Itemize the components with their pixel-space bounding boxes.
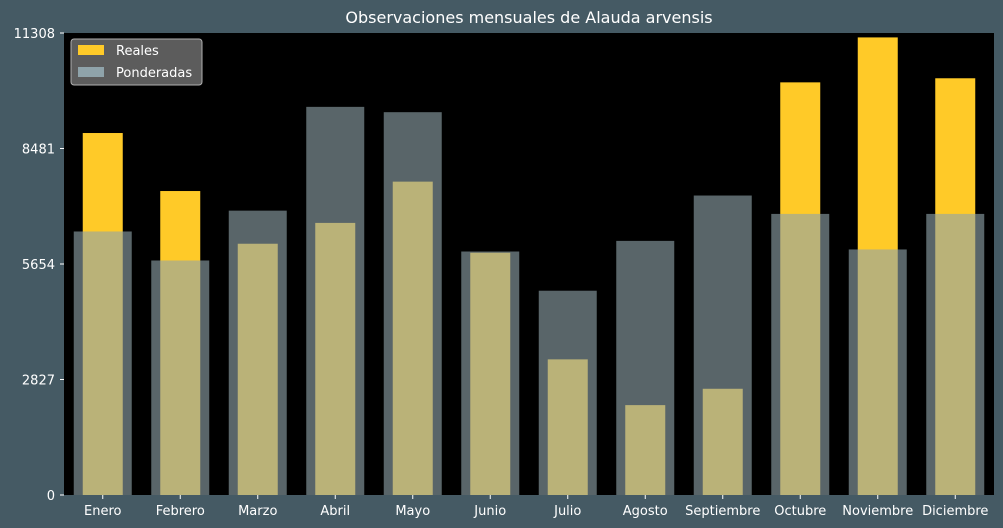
y-tick-label: 0: [47, 489, 55, 504]
x-tick-label: Julio: [553, 504, 581, 519]
x-tick-label: Mayo: [395, 504, 430, 519]
bar-ponderadas-noviembre: [848, 249, 907, 495]
bar-ponderadas-agosto: [616, 240, 675, 495]
bar-ponderadas-febrero: [151, 260, 210, 495]
plot-area: [64, 33, 994, 495]
bar-ponderadas-mayo: [383, 112, 442, 495]
x-tick-label: Diciembre: [922, 504, 988, 519]
x-tick-label: Septiembre: [685, 504, 760, 519]
x-tick-label: Junio: [473, 504, 506, 519]
x-tick-label: Febrero: [156, 504, 205, 519]
bar-ponderadas-enero: [73, 231, 132, 496]
bar-ponderadas-julio: [538, 290, 597, 495]
x-tick-label: Agosto: [623, 504, 668, 519]
legend-swatch-ponderadas: [78, 67, 104, 77]
x-tick-label: Enero: [84, 504, 122, 519]
bar-ponderadas-junio: [461, 251, 520, 495]
x-tick-label: Abril: [320, 504, 350, 519]
chart-title: Observaciones mensuales de Alauda arvens…: [345, 8, 712, 27]
legend: Reales Ponderadas: [70, 38, 203, 86]
bar-ponderadas-marzo: [228, 210, 287, 495]
y-tick-label: 5654: [22, 258, 55, 273]
bar-ponderadas-septiembre: [693, 195, 752, 495]
bar-ponderadas-octubre: [771, 213, 830, 495]
x-tick-label: Marzo: [238, 504, 277, 519]
weighted-bars: [73, 106, 985, 496]
y-tick-label: 2827: [22, 374, 55, 389]
bar-ponderadas-abril: [306, 106, 365, 495]
bar-ponderadas-diciembre: [926, 213, 985, 495]
y-tick-label: 8481: [22, 143, 55, 158]
axis-ticks: Enero Febrero Marzo Abril Mayo Junio Julio Agos…: [14, 27, 989, 519]
y-tick-label: 11308: [14, 27, 55, 42]
legend-swatch-reales: [78, 45, 104, 55]
x-tick-label: Noviembre: [842, 504, 913, 519]
x-tick-label: Octubre: [774, 504, 826, 519]
legend-label-ponderadas: Ponderadas: [116, 66, 192, 81]
legend-label-reales: Reales: [116, 44, 159, 59]
